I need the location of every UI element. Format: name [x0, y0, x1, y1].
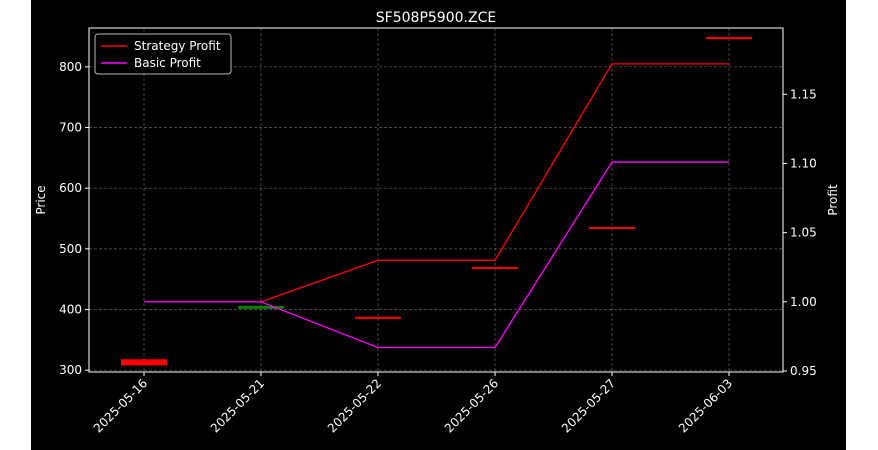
- price-candle: [472, 267, 518, 270]
- strategy-profit-line: [144, 63, 729, 303]
- chart-title: SF508P5900.ZCE: [376, 10, 496, 26]
- grid: [89, 28, 783, 372]
- x-tick-label: 2025-05-22: [325, 376, 384, 435]
- y2-axis-label: Profit: [826, 184, 840, 216]
- chart-svg: SF508P5900.ZCE 2025-05-16 2025-05-21 2025-…: [34, 10, 840, 436]
- y-tick-label: 700: [59, 120, 82, 134]
- price-candle: [706, 37, 752, 40]
- price-candle: [355, 316, 401, 319]
- price-candles: [121, 37, 752, 366]
- y-tick-label: 800: [59, 60, 82, 74]
- y-tick-label: 300: [59, 363, 82, 377]
- y2-tick-label: 1.15: [790, 87, 817, 101]
- y-tick-label: 500: [59, 242, 82, 256]
- basic-profit-line: [144, 161, 729, 349]
- legend-box: [94, 33, 232, 75]
- x-tick-label: 2025-05-26: [442, 376, 501, 435]
- x-tick-label: 2025-05-16: [91, 376, 150, 435]
- legend: Strategy Profit Basic Profit: [94, 33, 232, 75]
- legend-label: Strategy Profit: [134, 39, 221, 53]
- price-candle: [589, 226, 635, 229]
- y2-tick-label: 1.05: [790, 226, 817, 240]
- axis-ticks: 2025-05-16 2025-05-21 2025-05-22 2025-05-26…: [59, 60, 817, 436]
- y-tick-label: 400: [59, 303, 82, 317]
- x-tick-label: 2025-06-03: [676, 376, 735, 435]
- y2-tick-label: 1.00: [790, 295, 817, 309]
- profit-lines: [144, 63, 729, 349]
- price-candle: [238, 305, 284, 309]
- y-axis-label: Price: [34, 185, 48, 214]
- y2-tick-label: 1.10: [790, 156, 817, 170]
- legend-label: Basic Profit: [134, 56, 201, 70]
- y-tick-label: 600: [59, 181, 82, 195]
- x-tick-label: 2025-05-21: [208, 376, 267, 435]
- price-candle: [121, 359, 167, 366]
- chart-figure: SF508P5900.ZCE 2025-05-16 2025-05-21 2025-…: [31, 0, 846, 450]
- axes-frame: [88, 27, 784, 373]
- y2-tick-label: 0.95: [790, 364, 817, 378]
- x-tick-label: 2025-05-27: [559, 376, 618, 435]
